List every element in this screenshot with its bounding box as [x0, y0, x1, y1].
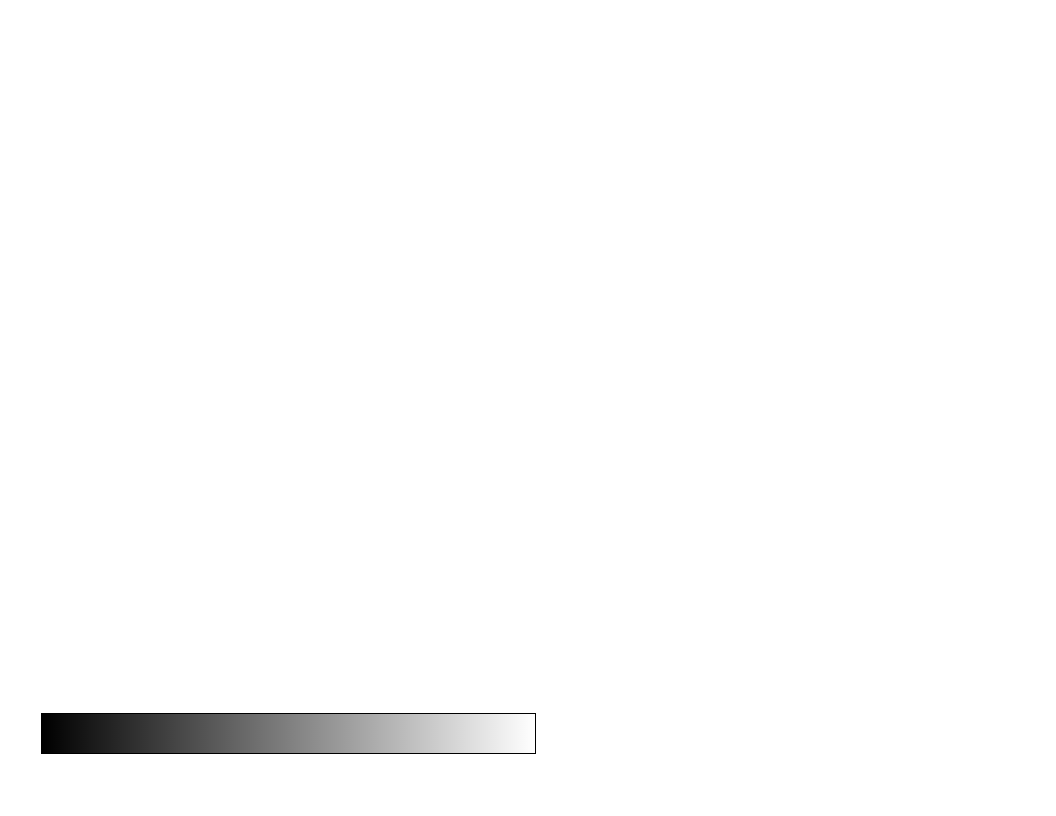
cloud-frequency-colorbar: [41, 713, 536, 754]
